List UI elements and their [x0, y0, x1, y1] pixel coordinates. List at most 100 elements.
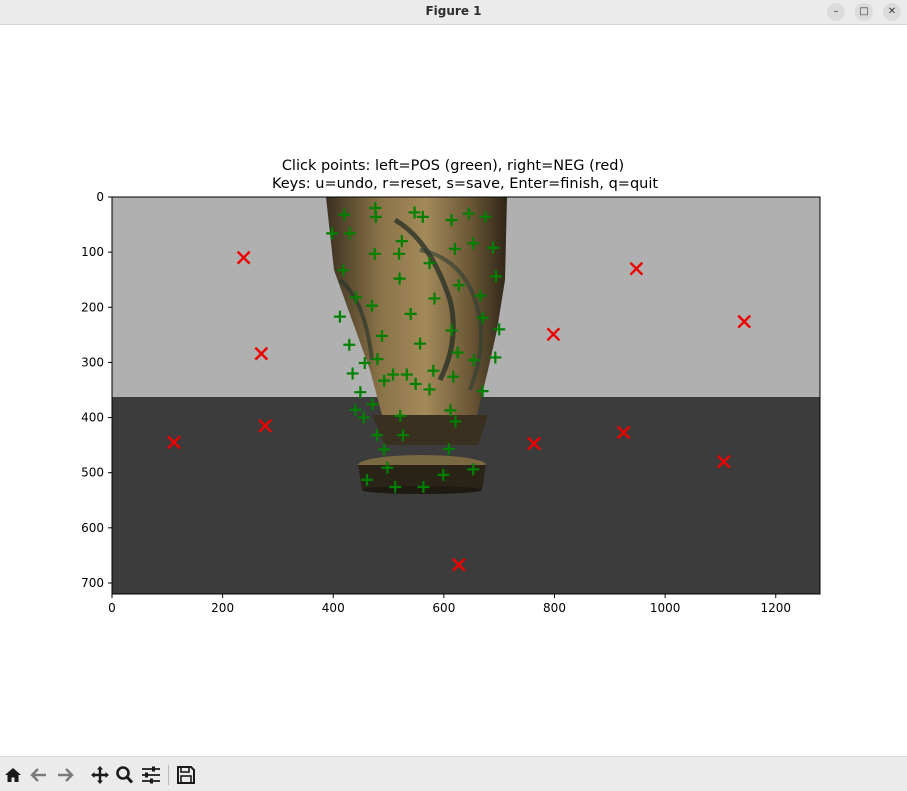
- positive-point: [428, 292, 441, 305]
- positive-point: [381, 461, 394, 474]
- back-button[interactable]: [28, 765, 50, 785]
- positive-point: [467, 237, 480, 250]
- negative-point: [629, 261, 644, 276]
- positive-point: [414, 337, 427, 350]
- positive-point: [445, 324, 458, 337]
- positive-point: [371, 353, 384, 366]
- positive-point: [343, 338, 356, 351]
- positive-point: [338, 208, 351, 221]
- y-tick-label: 500: [81, 466, 104, 480]
- vase-foot: [358, 465, 486, 490]
- negative-point: [737, 314, 752, 329]
- back-icon: [30, 768, 46, 782]
- x-tick-label: 1000: [650, 601, 681, 615]
- positive-point: [427, 364, 440, 377]
- positive-point: [349, 291, 362, 304]
- close-icon: ✕: [887, 6, 897, 17]
- scatter-chart[interactable]: Click points: left=POS (green), right=NE…: [0, 25, 907, 756]
- x-tick-label: 0: [108, 601, 116, 615]
- positive-point: [386, 368, 399, 381]
- positive-point: [326, 227, 339, 240]
- positive-point: [423, 383, 436, 396]
- positive-point: [467, 354, 480, 367]
- x-tick-label: 400: [322, 601, 345, 615]
- positive-point: [393, 272, 406, 285]
- positive-point: [378, 443, 391, 456]
- positive-point: [365, 299, 378, 312]
- negative-point: [527, 436, 541, 451]
- y-tick-label: 700: [81, 576, 104, 590]
- positive-point: [393, 247, 406, 260]
- pan-icon: [91, 766, 109, 784]
- close-button[interactable]: ✕: [883, 3, 901, 21]
- positive-point: [416, 210, 429, 223]
- positive-point: [368, 247, 381, 260]
- x-tick-label: 200: [211, 601, 234, 615]
- negative-point: [236, 250, 251, 265]
- chart-title: Click points: left=POS (green), right=NE…: [282, 158, 624, 174]
- positive-point: [366, 398, 379, 411]
- window-title: Figure 1: [425, 4, 482, 18]
- positive-point: [346, 367, 359, 380]
- positive-point: [487, 241, 500, 254]
- x-axis: 0 200 400 600 800 1000 1200: [108, 594, 791, 615]
- positive-point: [354, 386, 367, 399]
- positive-point: [447, 370, 460, 383]
- vase-neck: [372, 415, 488, 445]
- plot-frame: [111, 196, 821, 595]
- positive-point: [360, 473, 373, 486]
- positive-point: [343, 227, 356, 240]
- positive-point: [404, 307, 417, 320]
- click-points: [167, 202, 752, 572]
- positive-point: [357, 411, 370, 424]
- positive-point: [449, 415, 462, 428]
- forward-icon: [58, 768, 74, 782]
- positive-point: [370, 429, 383, 442]
- save-button[interactable]: [175, 765, 197, 785]
- positive-point: [337, 264, 350, 277]
- positive-point: [400, 368, 413, 381]
- positive-point: [476, 385, 489, 398]
- figure-canvas[interactable]: Click points: left=POS (green), right=NE…: [0, 25, 907, 756]
- x-tick-label: 1200: [760, 601, 791, 615]
- positive-point: [442, 442, 455, 455]
- negative-point: [254, 346, 269, 361]
- y-tick-label: 400: [81, 411, 104, 425]
- negative-point: [167, 435, 181, 450]
- positive-point: [467, 463, 480, 476]
- home-button[interactable]: [2, 765, 24, 785]
- positive-point: [375, 329, 388, 342]
- pan-button[interactable]: [89, 765, 111, 785]
- vase-decoration-2: [419, 248, 484, 391]
- positive-point: [444, 404, 457, 417]
- home-icon: [5, 768, 21, 782]
- positive-point: [408, 206, 421, 219]
- positive-point: [417, 481, 430, 494]
- configure-subplots-button[interactable]: [140, 765, 162, 785]
- minimize-button[interactable]: –: [827, 3, 845, 21]
- forward-button[interactable]: [54, 765, 76, 785]
- positive-point: [489, 351, 502, 364]
- navigation-toolbar: [0, 756, 907, 791]
- vase-decoration-1: [393, 217, 456, 382]
- positive-point: [448, 242, 461, 255]
- positive-point: [489, 270, 502, 283]
- maximize-button[interactable]: □: [855, 3, 873, 21]
- y-tick-label: 100: [81, 245, 104, 259]
- positive-point: [423, 257, 436, 270]
- toolbar-separator: [168, 765, 169, 785]
- positive-point: [378, 374, 391, 387]
- positive-point: [451, 346, 464, 359]
- zoom-button[interactable]: [114, 765, 136, 785]
- positive-point: [445, 214, 458, 227]
- positive-point: [493, 323, 506, 336]
- positive-point: [333, 310, 346, 323]
- positive-point: [462, 207, 475, 220]
- chart-subtitle: Keys: u=undo, r=reset, s=save, Enter=fin…: [272, 176, 658, 192]
- x-tick-label: 800: [543, 601, 566, 615]
- x-tick-label: 600: [432, 601, 455, 615]
- y-tick-label: 0: [96, 190, 104, 204]
- background-image: [112, 197, 820, 594]
- y-tick-label: 600: [81, 521, 104, 535]
- vase-body: [326, 197, 507, 440]
